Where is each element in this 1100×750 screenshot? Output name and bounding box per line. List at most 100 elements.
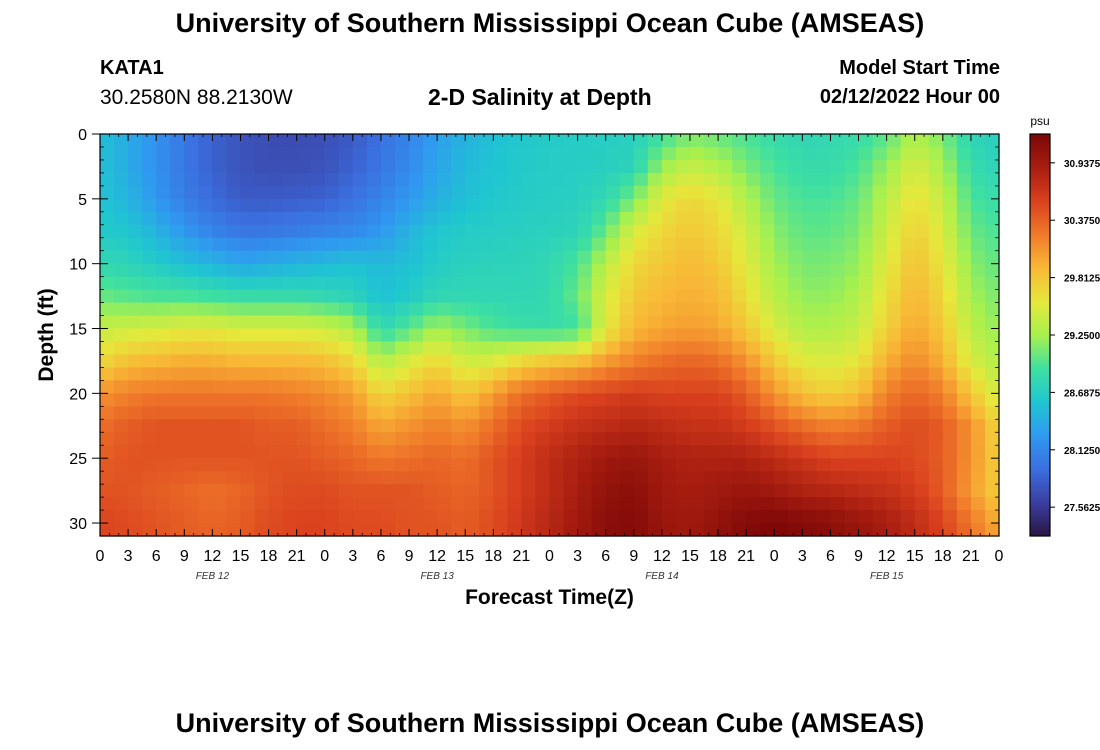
heatmap-cell <box>170 250 185 265</box>
heatmap-cell <box>718 367 733 381</box>
heatmap-cell <box>633 458 649 472</box>
heatmap-cell <box>268 134 284 148</box>
heatmap-cell <box>914 367 930 381</box>
heatmap-cell <box>310 341 326 356</box>
heatmap-cell <box>423 276 438 291</box>
heatmap-cell <box>268 315 284 330</box>
x-tick-label: 12 <box>878 548 896 565</box>
heatmap-cell <box>409 198 424 213</box>
heatmap-cell <box>928 419 944 433</box>
heatmap-cell <box>423 458 438 472</box>
heatmap-cell <box>619 263 635 278</box>
heatmap-cell <box>872 315 888 330</box>
heatmap-cell <box>928 328 944 343</box>
heatmap-cell <box>423 289 438 304</box>
heatmap-cell <box>535 237 551 252</box>
heatmap-cell <box>240 302 256 317</box>
heatmap-cell <box>352 302 368 317</box>
heatmap-cell <box>619 406 635 420</box>
heatmap-cell <box>689 380 705 394</box>
heatmap-cell <box>605 419 621 433</box>
heatmap-cell <box>142 484 157 498</box>
heatmap-cell <box>212 523 228 537</box>
heatmap-cell <box>619 419 635 433</box>
heatmap-cell <box>366 302 382 317</box>
heatmap-cell <box>802 458 817 472</box>
heatmap-cell <box>423 172 438 187</box>
heatmap-cell <box>366 237 382 252</box>
heatmap-cell <box>788 237 803 252</box>
heatmap-cell <box>830 497 846 511</box>
heatmap-cell <box>816 471 832 485</box>
heatmap-cell <box>240 146 256 161</box>
heatmap-cell <box>577 211 593 226</box>
heatmap-cell <box>816 497 832 511</box>
heatmap-cell <box>465 211 480 226</box>
heatmap-cell <box>760 523 775 537</box>
heatmap-cell <box>858 146 874 161</box>
heatmap-cell <box>226 380 242 394</box>
heatmap-cell <box>268 523 284 537</box>
heatmap-cell <box>394 250 410 265</box>
heatmap-cell <box>774 185 789 200</box>
heatmap-cell <box>409 497 424 511</box>
heatmap-cell <box>324 484 340 498</box>
heatmap-cell <box>732 263 747 278</box>
heatmap-cell <box>900 458 916 472</box>
heatmap-cell <box>886 341 902 356</box>
heatmap-cell <box>633 198 649 213</box>
heatmap-cell <box>563 341 579 356</box>
heatmap-cell <box>114 367 129 381</box>
heatmap-cell <box>170 419 185 433</box>
heatmap-cell <box>689 367 705 381</box>
heatmap-cell <box>296 237 312 252</box>
heatmap-cell <box>619 510 635 524</box>
heatmap-cell <box>100 328 115 343</box>
heatmap-cell <box>633 432 649 446</box>
heatmap-cell <box>212 172 228 187</box>
heatmap-cell <box>240 458 256 472</box>
heatmap-cell <box>437 302 452 317</box>
heatmap-cell <box>268 328 284 343</box>
heatmap-cell <box>732 523 747 537</box>
heatmap-cell <box>661 471 677 485</box>
heatmap-cell <box>296 328 312 343</box>
heatmap-cell <box>844 367 860 381</box>
heatmap-cell <box>240 224 256 239</box>
x-tick-label: 18 <box>484 548 502 565</box>
heatmap-cell <box>170 523 185 537</box>
heatmap-cell <box>942 250 958 265</box>
heatmap-cell <box>128 134 143 148</box>
heatmap-cell <box>409 250 424 265</box>
heatmap-cell <box>240 471 256 485</box>
heatmap-cell <box>900 432 916 446</box>
heatmap-cell <box>310 432 326 446</box>
heatmap-cell <box>366 458 382 472</box>
heatmap-cell <box>802 432 817 446</box>
heatmap-cell <box>451 185 466 200</box>
heatmap-cell <box>591 159 607 174</box>
heatmap-cell <box>296 458 312 472</box>
heatmap-cell <box>900 497 916 511</box>
heatmap-cell <box>760 497 775 511</box>
heatmap-cell <box>942 315 958 330</box>
heatmap-cell <box>156 198 171 213</box>
heatmap-cell <box>760 134 775 148</box>
heatmap-cell <box>591 198 607 213</box>
heatmap-cell <box>760 224 775 239</box>
heatmap-cell <box>984 432 1000 446</box>
heatmap-cell <box>170 484 185 498</box>
heatmap-cell <box>184 497 199 511</box>
heatmap-cell <box>423 341 438 356</box>
x-tick-label: 18 <box>934 548 952 565</box>
heatmap-cell <box>394 406 410 420</box>
heatmap-cell <box>900 134 916 148</box>
heatmap-cell <box>900 185 916 200</box>
heatmap-cell <box>198 302 213 317</box>
heatmap-cell <box>802 289 817 304</box>
heatmap-cell <box>324 315 340 330</box>
heatmap-cell <box>774 289 789 304</box>
heatmap-cell <box>437 406 452 420</box>
heatmap-cell <box>380 367 396 381</box>
heatmap-cell <box>830 523 846 537</box>
